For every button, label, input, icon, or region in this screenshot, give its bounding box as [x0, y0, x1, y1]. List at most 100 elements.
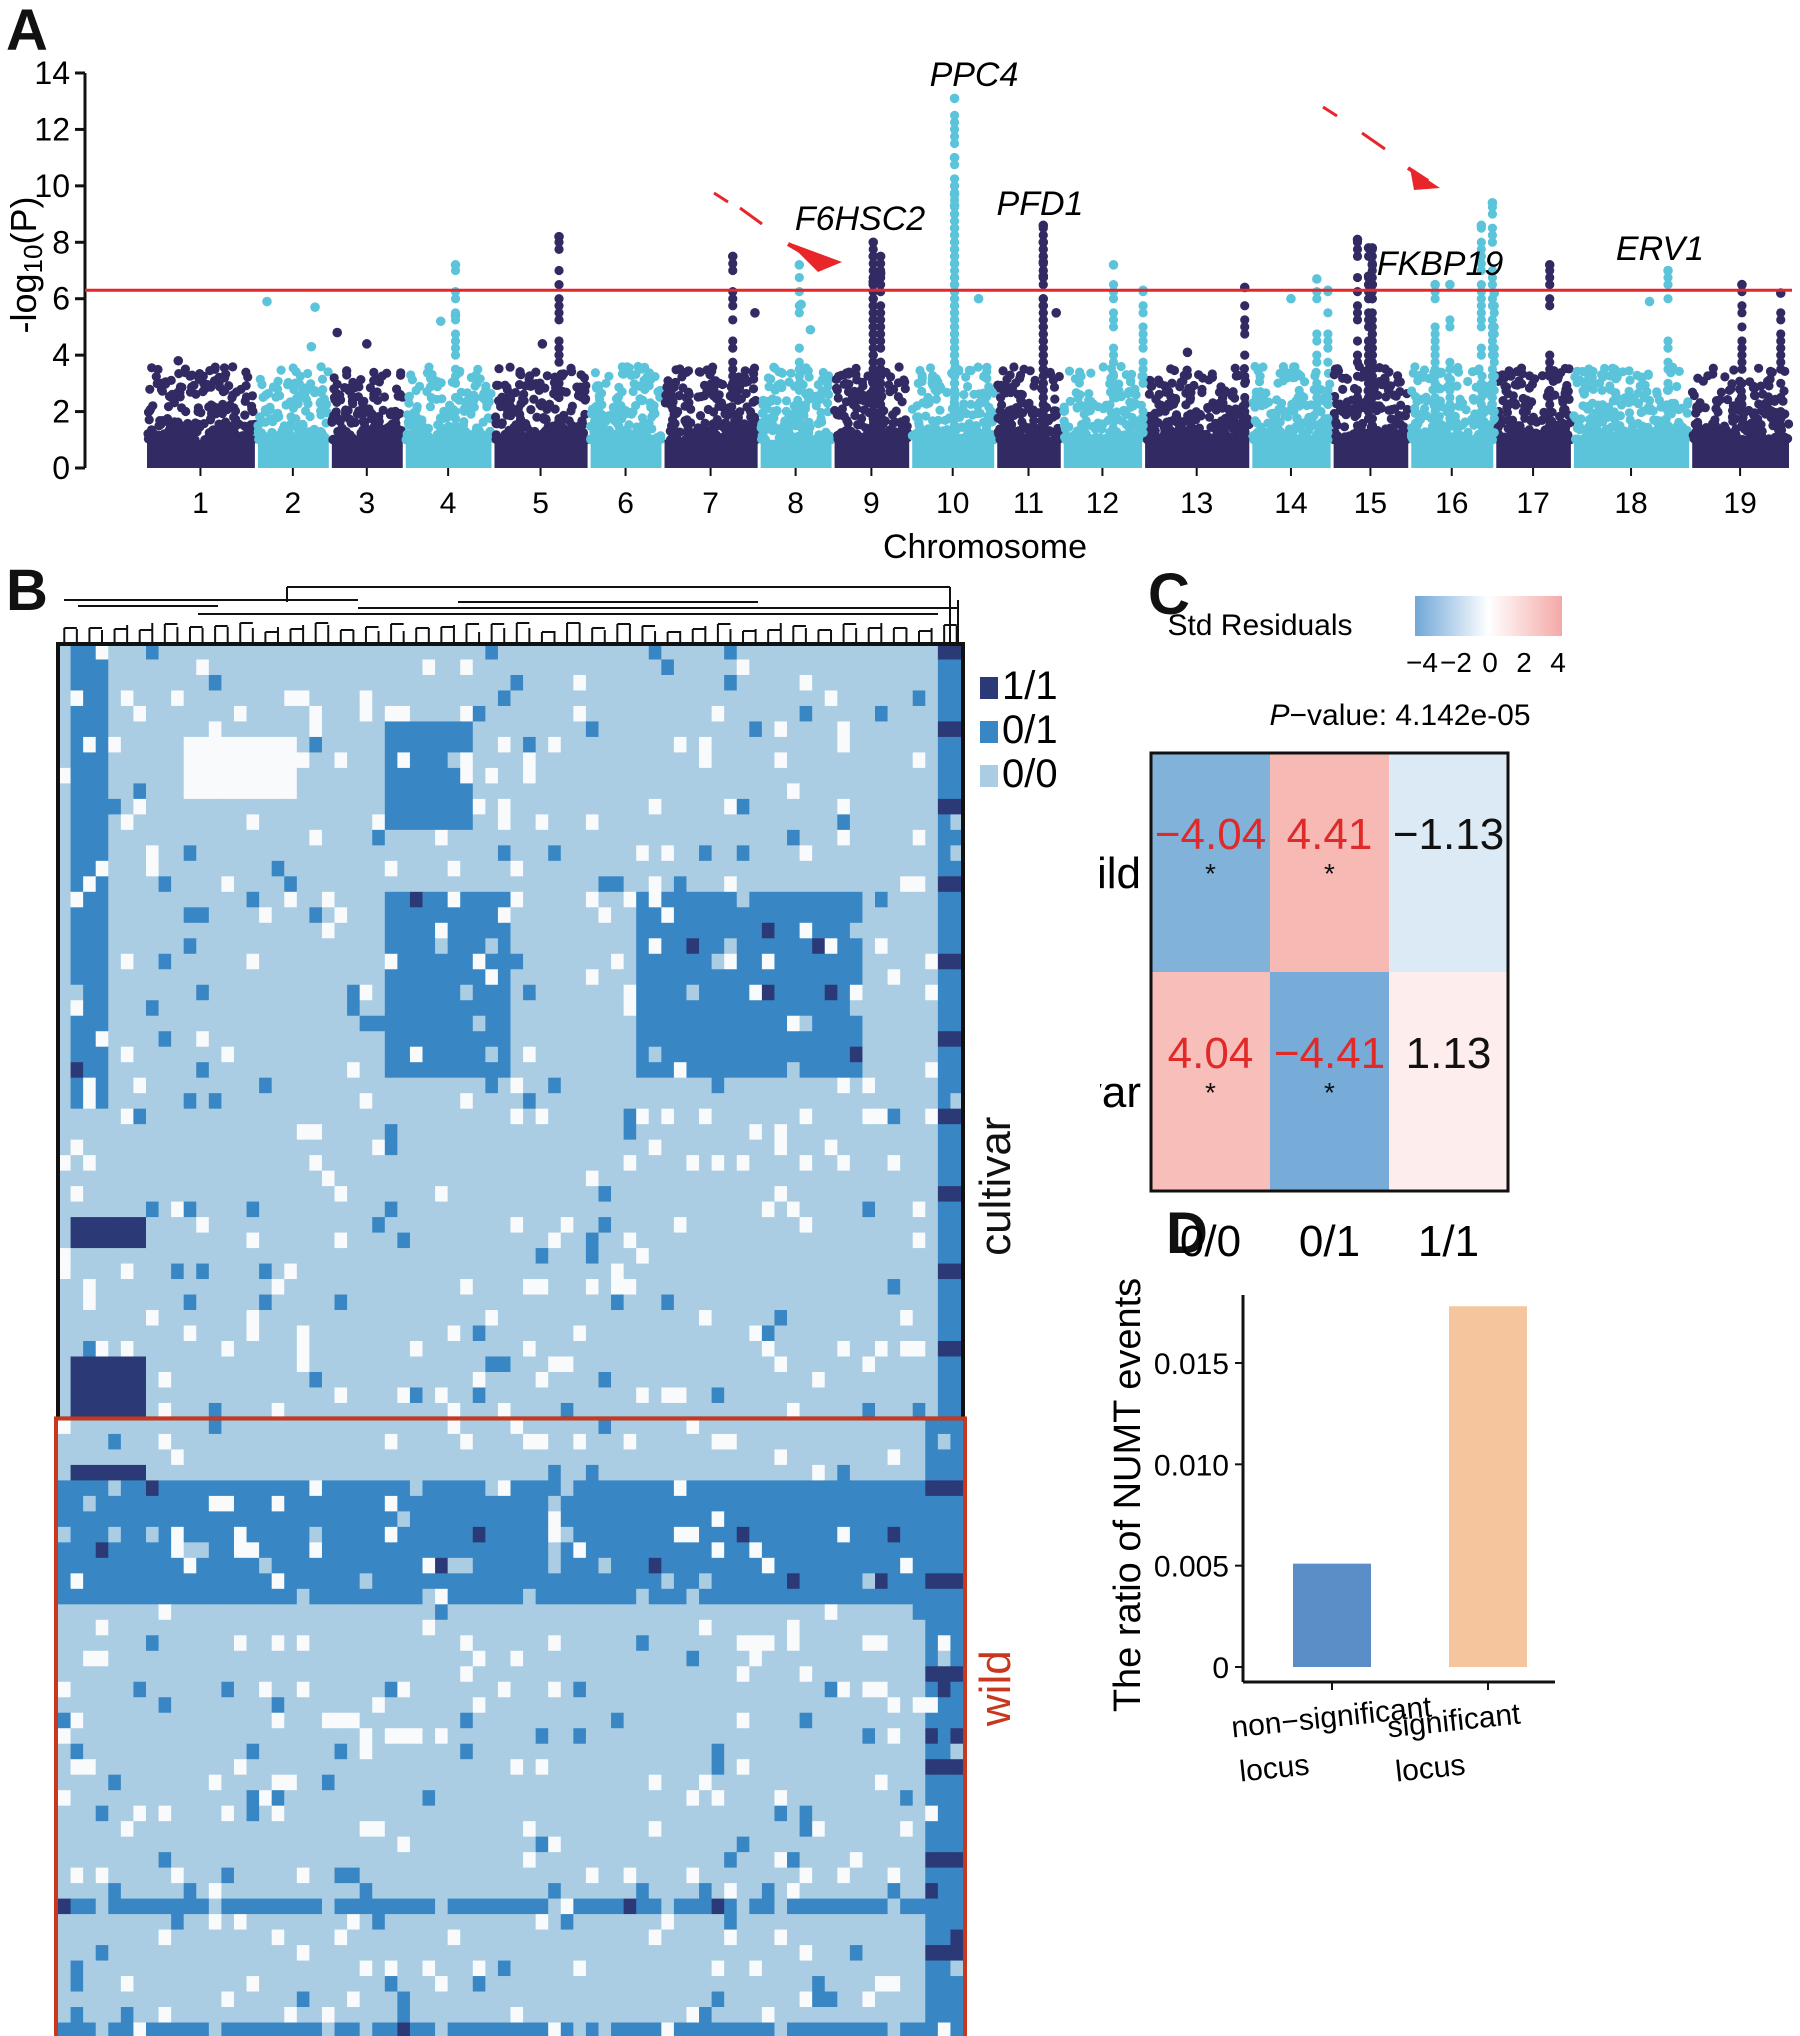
snp-point	[358, 399, 368, 409]
snp-point	[180, 367, 190, 378]
snp-point	[1338, 384, 1348, 394]
heatmap-cell	[887, 752, 901, 769]
snp-point	[305, 435, 315, 445]
snp-point	[996, 393, 1006, 403]
snp-point	[1624, 366, 1634, 376]
snp-point	[1138, 364, 1148, 374]
snp-point	[1038, 378, 1048, 388]
snp-point	[1312, 421, 1322, 431]
heatmap-cell	[724, 690, 738, 707]
heatmap-cell	[761, 721, 775, 738]
snp-point	[804, 388, 815, 398]
snp-point	[450, 428, 461, 438]
heatmap-cell	[347, 736, 361, 753]
heatmap-cell	[724, 752, 738, 769]
heatmap-cell	[611, 721, 625, 738]
heatmap-cell	[585, 767, 599, 784]
snp-point	[1430, 364, 1440, 374]
heatmap-cell	[120, 767, 134, 784]
heatmap-cell	[774, 644, 788, 660]
snp-point	[1126, 435, 1136, 445]
snp-point	[1312, 399, 1322, 410]
heatmap-cell	[70, 752, 84, 769]
snp-point	[1108, 350, 1119, 360]
snp-point	[1240, 350, 1250, 360]
snp-point	[876, 385, 886, 396]
heatmap-cell	[384, 659, 398, 676]
chromosome-block	[147, 439, 255, 468]
snp-point	[1691, 408, 1701, 418]
snp-point	[245, 426, 256, 436]
snp-point	[1352, 399, 1363, 410]
snp-point	[1038, 421, 1048, 431]
snp-point	[1352, 251, 1363, 261]
snp-point	[554, 265, 564, 276]
snp-point	[1743, 434, 1753, 445]
snp-point	[1765, 366, 1776, 376]
snp-point	[406, 370, 416, 380]
snp-point	[433, 377, 443, 387]
heatmap-cell	[648, 752, 662, 769]
snp-point	[703, 404, 713, 415]
snp-point	[728, 364, 738, 374]
snp-point	[631, 369, 641, 379]
heatmap-cell	[372, 721, 386, 738]
heatmap-cell	[761, 705, 775, 722]
heatmap-cell	[208, 659, 222, 676]
snp-point	[1064, 366, 1075, 376]
heatmap-cell	[912, 644, 926, 660]
heatmap-cell	[711, 767, 725, 784]
snp-point	[1298, 430, 1309, 440]
snp-point	[198, 371, 208, 381]
heatmap-cell	[598, 736, 612, 753]
snp-point	[601, 416, 612, 426]
heatmap-cell	[787, 705, 800, 722]
snp-point	[1575, 425, 1585, 435]
snp-point	[695, 411, 706, 421]
snp-point	[1663, 280, 1673, 290]
snp-point	[450, 421, 461, 431]
heatmap-cell	[145, 659, 159, 676]
snp-point	[1673, 422, 1683, 432]
snp-point	[157, 386, 167, 396]
snp-point	[876, 435, 886, 445]
snp-point	[1520, 401, 1530, 411]
snp-point	[1445, 322, 1455, 332]
x-tick-label: 13	[1180, 487, 1213, 520]
snp-point	[1516, 363, 1527, 373]
heatmap-cell	[849, 752, 863, 769]
snp-point	[949, 181, 960, 191]
heatmap-cell	[447, 752, 461, 769]
chromosome-block	[1252, 439, 1331, 468]
heatmap-cell	[824, 721, 838, 738]
snp-point	[392, 384, 402, 394]
snp-point	[1312, 329, 1322, 339]
snp-point	[1487, 223, 1498, 233]
heatmap-cell	[334, 736, 348, 753]
snp-point	[537, 339, 548, 349]
heatmap-cell	[711, 644, 725, 660]
snp-point	[711, 393, 722, 404]
heatmap-cell	[171, 674, 185, 691]
snp-point	[241, 392, 251, 402]
heatmap-cell	[849, 659, 863, 676]
snp-point	[683, 366, 694, 376]
heatmap-cell	[875, 705, 888, 722]
snp-point	[1352, 421, 1363, 431]
snp-point	[1144, 389, 1154, 399]
snp-point	[972, 409, 982, 419]
snp-point	[949, 343, 960, 353]
heatmap-cell	[95, 690, 109, 707]
chromosome-block	[834, 439, 910, 468]
heatmap-cell	[309, 752, 323, 769]
snp-point	[1562, 432, 1572, 442]
snp-point	[1411, 392, 1421, 402]
snp-point	[1108, 428, 1119, 438]
snp-point	[601, 378, 611, 388]
snp-point	[410, 410, 420, 420]
heatmap-cell	[183, 752, 197, 769]
heatmap-cell	[447, 674, 461, 691]
heatmap-cell	[309, 644, 323, 660]
snp-point	[1116, 361, 1126, 372]
snp-point	[1476, 294, 1486, 304]
